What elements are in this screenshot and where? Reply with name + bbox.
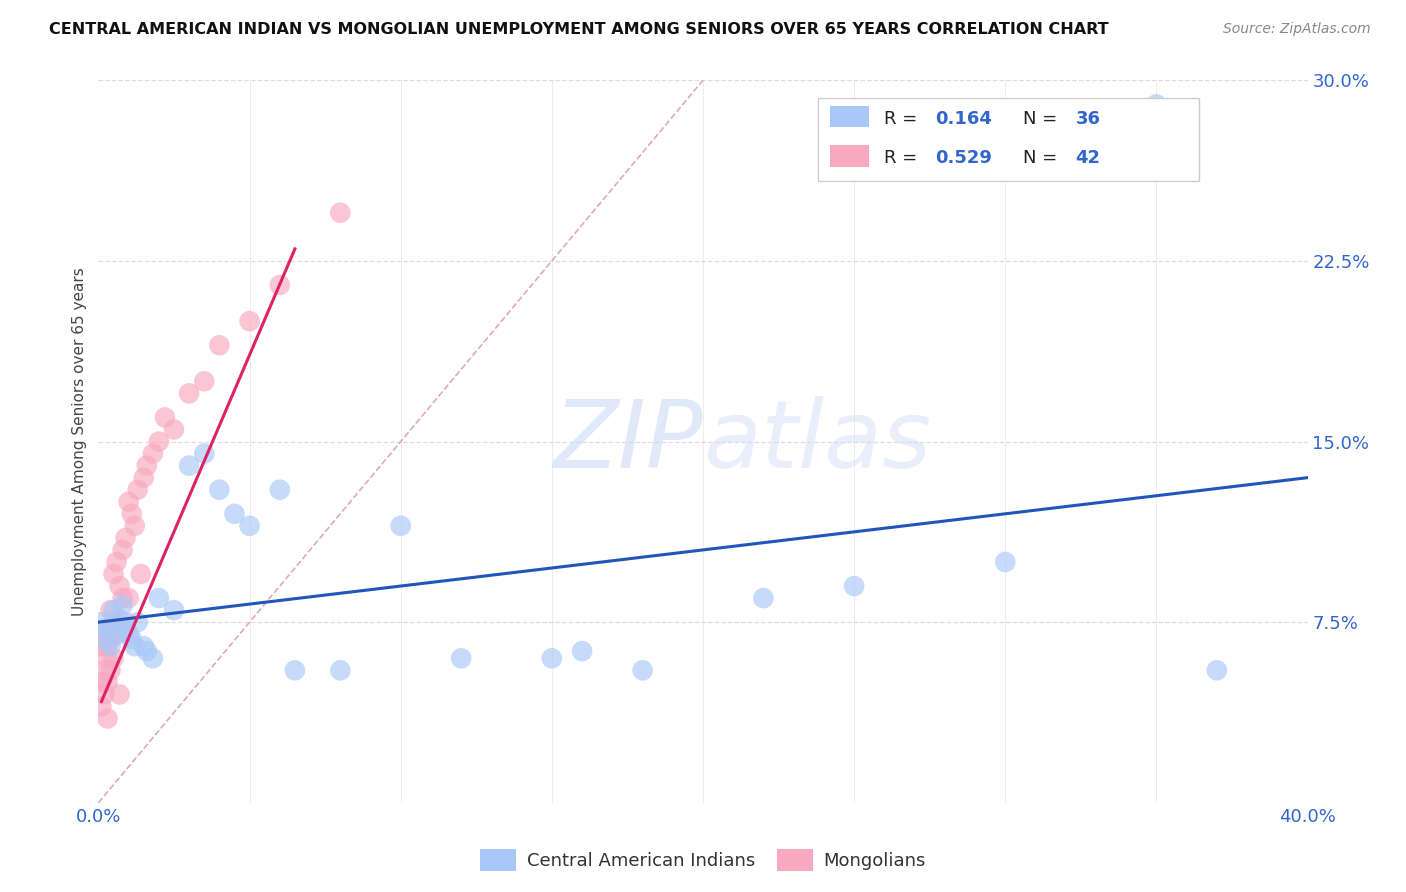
- Point: [96, 712, 118, 726]
- FancyBboxPatch shape: [830, 105, 869, 128]
- Point: [1206, 664, 1229, 678]
- Point: [103, 651, 125, 665]
- Text: 36: 36: [1076, 110, 1101, 128]
- Point: [127, 483, 149, 497]
- Point: [329, 664, 352, 678]
- Point: [111, 591, 134, 605]
- Point: [114, 620, 136, 634]
- Point: [450, 651, 472, 665]
- Point: [103, 615, 125, 630]
- Legend: $\mathregular{R = }$$\mathbf{\mathregular{0.164}}$$\mathregular{\ \ N = }$$\math: $\mathregular{R = }$$\mathbf{\mathregula…: [970, 96, 1189, 170]
- Point: [124, 518, 146, 533]
- Text: 0.164: 0.164: [935, 110, 993, 128]
- Point: [193, 446, 215, 460]
- Point: [193, 374, 215, 388]
- Point: [90, 675, 112, 690]
- Point: [93, 664, 115, 678]
- Point: [90, 615, 112, 630]
- Point: [179, 458, 201, 473]
- Point: [132, 639, 155, 653]
- Point: [93, 632, 115, 646]
- Point: [90, 639, 112, 653]
- Point: [540, 651, 562, 665]
- Point: [100, 664, 122, 678]
- Point: [239, 518, 262, 533]
- Point: [135, 644, 157, 658]
- Text: ZIP: ZIP: [554, 396, 703, 487]
- Point: [96, 675, 118, 690]
- Point: [208, 338, 231, 352]
- Point: [96, 651, 118, 665]
- Point: [129, 567, 152, 582]
- Point: [239, 314, 262, 328]
- Point: [121, 632, 143, 646]
- Point: [111, 542, 134, 557]
- Point: [93, 623, 115, 637]
- Point: [329, 205, 352, 219]
- Point: [100, 603, 122, 617]
- Point: [103, 603, 125, 617]
- Text: 42: 42: [1076, 149, 1101, 168]
- Point: [127, 615, 149, 630]
- Point: [105, 627, 128, 641]
- Text: N =: N =: [1024, 149, 1063, 168]
- Point: [93, 687, 115, 701]
- FancyBboxPatch shape: [830, 145, 869, 167]
- Point: [114, 615, 136, 630]
- Point: [844, 579, 866, 593]
- Text: N =: N =: [1024, 110, 1063, 128]
- Point: [108, 687, 131, 701]
- Point: [118, 591, 141, 605]
- Text: 0.529: 0.529: [935, 149, 993, 168]
- Point: [103, 567, 125, 582]
- Point: [142, 446, 165, 460]
- Y-axis label: Unemployment Among Seniors over 65 years: Unemployment Among Seniors over 65 years: [72, 268, 87, 615]
- Point: [148, 591, 170, 605]
- Text: atlas: atlas: [703, 396, 931, 487]
- Text: R =: R =: [884, 110, 924, 128]
- Point: [389, 518, 412, 533]
- Point: [284, 664, 307, 678]
- Text: Source: ZipAtlas.com: Source: ZipAtlas.com: [1223, 22, 1371, 37]
- Point: [118, 494, 141, 508]
- Point: [208, 483, 231, 497]
- Point: [224, 507, 246, 521]
- Point: [105, 627, 128, 641]
- Point: [163, 603, 186, 617]
- Point: [108, 579, 131, 593]
- Point: [118, 627, 141, 641]
- Text: R =: R =: [884, 149, 924, 168]
- Point: [90, 699, 112, 714]
- Point: [1144, 97, 1167, 112]
- Point: [111, 599, 134, 613]
- Point: [269, 277, 291, 292]
- Point: [269, 483, 291, 497]
- Point: [148, 434, 170, 449]
- Point: [114, 531, 136, 545]
- Point: [142, 651, 165, 665]
- Point: [96, 639, 118, 653]
- Point: [108, 613, 131, 627]
- Point: [124, 639, 146, 653]
- Text: CENTRAL AMERICAN INDIAN VS MONGOLIAN UNEMPLOYMENT AMONG SENIORS OVER 65 YEARS CO: CENTRAL AMERICAN INDIAN VS MONGOLIAN UNE…: [49, 22, 1109, 37]
- Point: [135, 458, 157, 473]
- Point: [179, 386, 201, 401]
- Point: [105, 555, 128, 569]
- Point: [631, 664, 654, 678]
- Point: [571, 644, 593, 658]
- Point: [994, 555, 1017, 569]
- Point: [132, 470, 155, 484]
- Legend: Central American Indians, Mongolians: Central American Indians, Mongolians: [472, 842, 934, 879]
- Point: [153, 410, 176, 425]
- Point: [121, 507, 143, 521]
- Point: [100, 639, 122, 653]
- Point: [96, 623, 118, 637]
- Point: [163, 422, 186, 436]
- FancyBboxPatch shape: [818, 98, 1199, 181]
- Point: [100, 632, 122, 646]
- Point: [752, 591, 775, 605]
